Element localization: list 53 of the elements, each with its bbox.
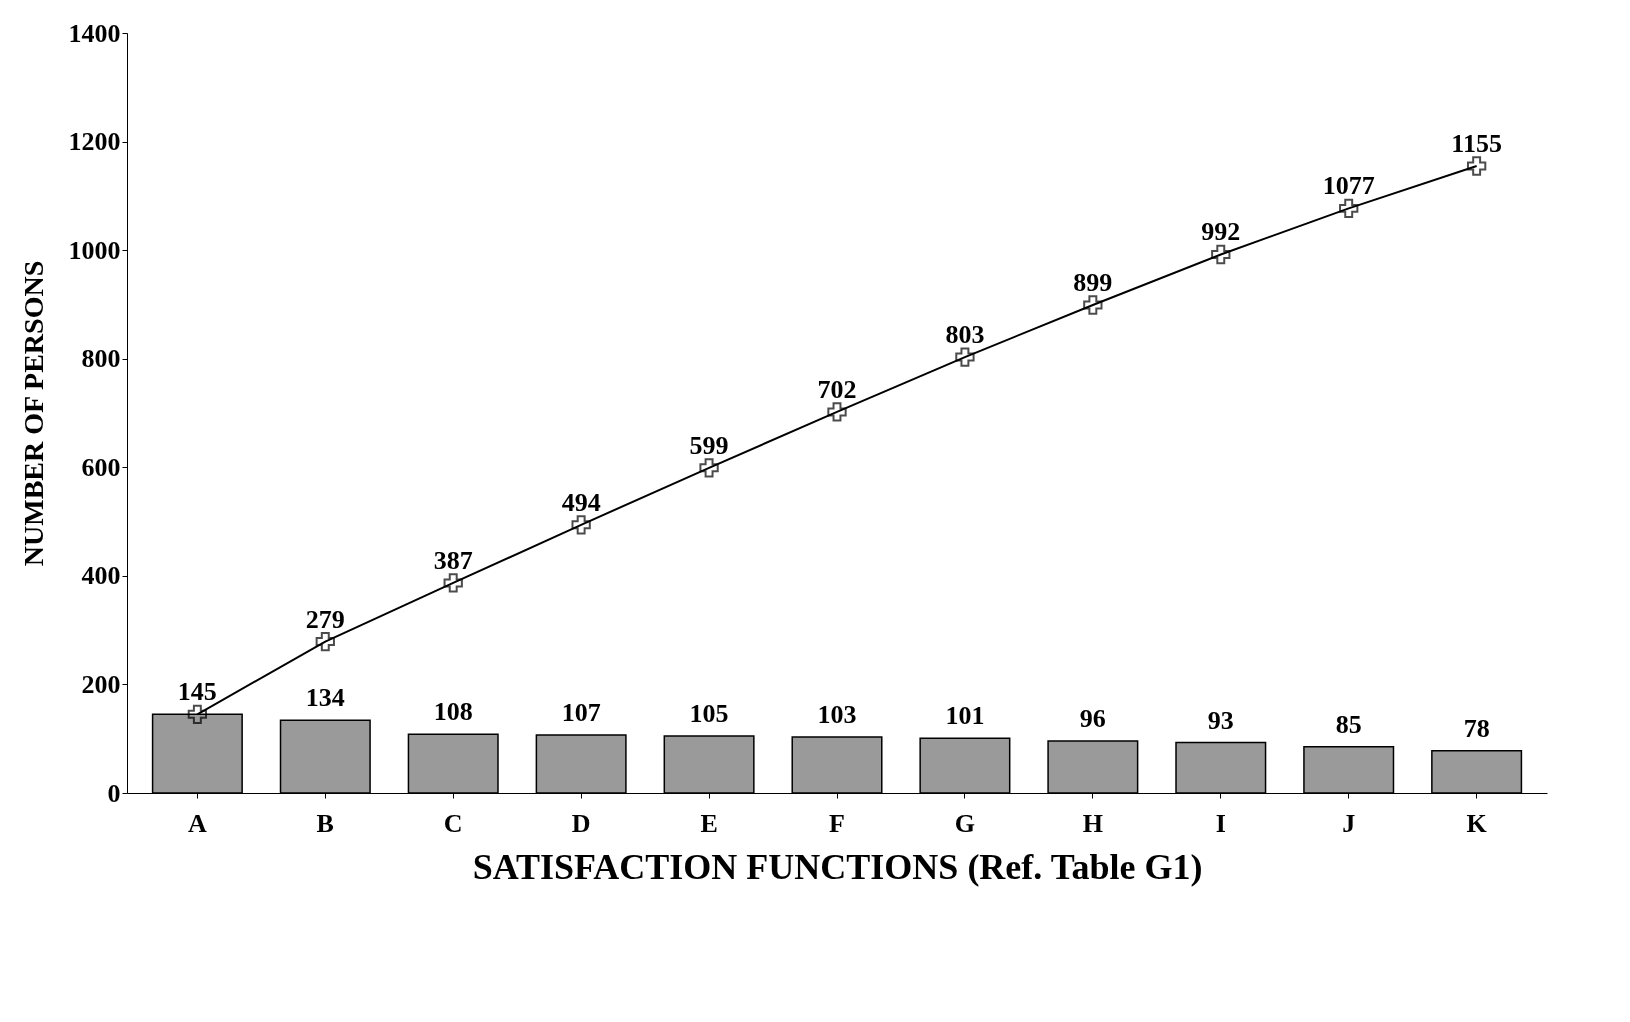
data-label: 702 (817, 374, 857, 404)
data-label: 494 (561, 487, 601, 517)
x-tick-label: G (954, 808, 976, 838)
x-axis-title: SATISFACTION FUNCTIONS (Ref. Table G1) (472, 846, 1203, 887)
data-label: 103 (817, 700, 857, 730)
point (443, 573, 463, 593)
data-label: 105 (689, 699, 729, 728)
data-label: 599 (689, 430, 729, 460)
x-tick-label: J (1342, 808, 1356, 838)
y-tick-label: 200 (81, 669, 121, 699)
x-tick-label: E (700, 808, 718, 838)
x-tick-label: I (1215, 808, 1226, 838)
data-label: 992 (1201, 217, 1241, 247)
point (1211, 244, 1231, 265)
point (571, 515, 591, 535)
y-tick-label: 400 (81, 561, 121, 591)
data-label: 96 (1079, 703, 1106, 733)
point (1339, 198, 1359, 218)
x-tick-label: C (443, 808, 463, 838)
x-tick-label: D (571, 808, 591, 838)
point (955, 347, 975, 367)
y-tick-label: 1400 (68, 18, 121, 48)
data-label: 93 (1207, 705, 1234, 735)
x-tick-label: F (829, 808, 845, 838)
data-label: 101 (945, 701, 985, 731)
point (699, 458, 719, 478)
x-tick-label: B (316, 808, 334, 838)
data-label: 1077 (1322, 171, 1375, 201)
data-label: 78 (1463, 713, 1490, 743)
y-tick-label: 1200 (68, 127, 121, 157)
data-label: 107 (561, 697, 601, 727)
y-tick-label: 0 (107, 778, 121, 808)
y-tick-label: 800 (81, 344, 121, 374)
y-axis-title: NUMBER OF PERSONS (17, 260, 49, 567)
data-label: 85 (1335, 709, 1362, 739)
point (1466, 156, 1487, 176)
data-label: 279 (305, 604, 345, 634)
x-tick-label: A (187, 808, 207, 838)
data-label: 145 (177, 677, 217, 707)
data-label: 803 (945, 320, 985, 350)
data-label: 1155 (1451, 129, 1502, 158)
y-tick-label: 1000 (68, 235, 121, 265)
point (315, 631, 335, 652)
y-tick-label: 600 (81, 452, 121, 482)
point (187, 704, 208, 724)
data-label: 108 (433, 697, 473, 727)
data-label: 387 (433, 545, 473, 575)
data-label: 134 (305, 683, 345, 713)
point (827, 402, 847, 422)
point (1083, 295, 1103, 315)
data-label: 899 (1073, 267, 1113, 297)
x-tick-label: K (1466, 808, 1488, 838)
x-tick-label: H (1082, 808, 1103, 838)
